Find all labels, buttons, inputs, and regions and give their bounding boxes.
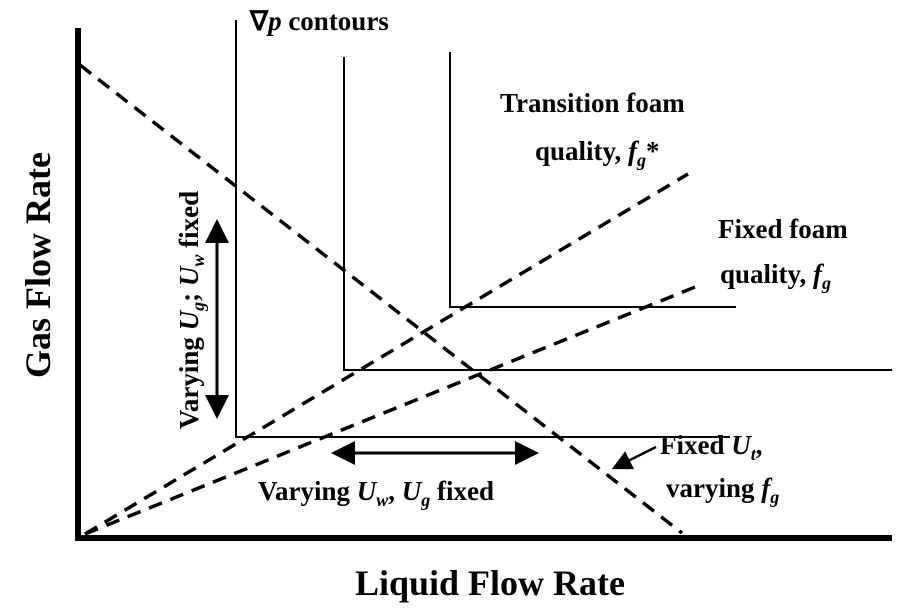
x-axis-label: Liquid Flow Rate bbox=[355, 563, 625, 603]
fixed-quality-label: Fixed foam bbox=[718, 214, 848, 244]
contour bbox=[449, 52, 736, 308]
y-axis-label: Gas Flow Rate bbox=[18, 152, 58, 378]
pointer-arrow bbox=[611, 445, 657, 470]
varying-uw-label: Varying Uw, Ug fixed bbox=[258, 476, 494, 510]
varying-ug-label: Varying Ug; Uw fixed bbox=[174, 191, 208, 429]
contour bbox=[343, 57, 892, 371]
contours-label: ∇p contours bbox=[249, 6, 389, 36]
fixed-quality-line bbox=[84, 283, 701, 536]
transition-label: quality, fg* bbox=[535, 136, 660, 170]
fixed-ut-label: Fixed Ut, bbox=[660, 430, 763, 464]
contour bbox=[235, 20, 730, 438]
fixed-ut-label: varying fg bbox=[666, 473, 779, 507]
transition-line bbox=[84, 172, 689, 536]
fixed-quality-label: quality, fg bbox=[720, 259, 831, 293]
fixed-ut-line bbox=[78, 63, 684, 535]
transition-label: Transition foam bbox=[500, 88, 685, 118]
